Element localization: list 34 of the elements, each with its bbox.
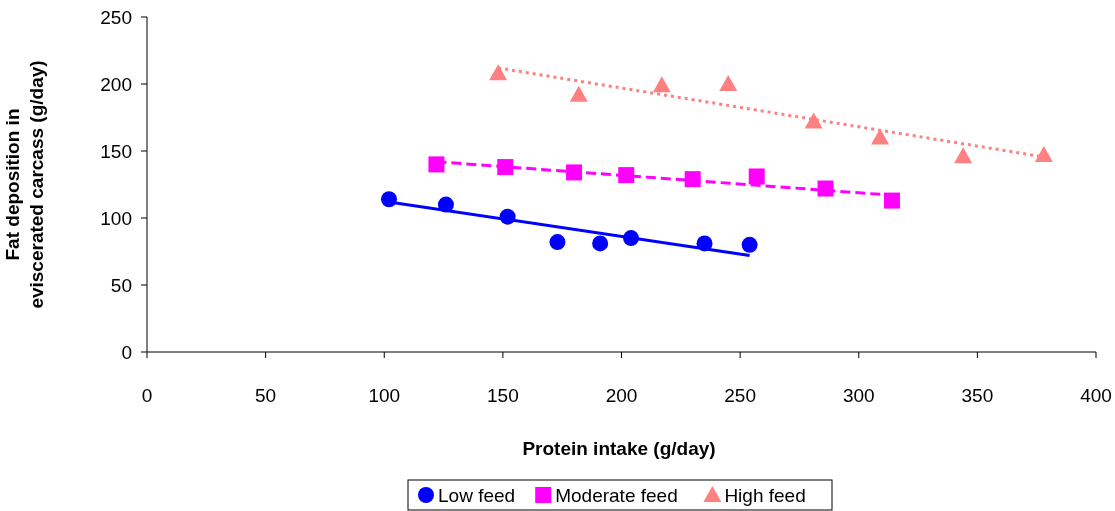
legend-label: Moderate feed [555, 485, 678, 506]
x-axis-title: Protein intake (g/day) [522, 438, 716, 459]
point [804, 112, 823, 129]
point [748, 168, 765, 185]
point [871, 128, 890, 145]
y-tick-label: 0 [121, 342, 132, 363]
x-tick-label: 150 [487, 385, 519, 406]
point [489, 64, 508, 81]
y-tick-label: 50 [110, 275, 132, 296]
point [549, 234, 566, 251]
x-tick-label: 350 [961, 385, 994, 406]
point [652, 76, 671, 93]
point [741, 236, 758, 253]
y-axis-title: Fat deposition in eviscerated carcass (g/day) [2, 60, 47, 309]
point [1034, 146, 1053, 163]
y-tick-label: 150 [100, 141, 132, 162]
y-tick-label: 100 [100, 208, 132, 229]
x-tick-label: 0 [141, 385, 153, 406]
x-tick-label: 300 [842, 385, 875, 406]
x-tick-label: 50 [255, 385, 277, 406]
legend-label: High feed [724, 485, 806, 506]
y-tick-label: 200 [100, 74, 132, 95]
point [592, 235, 609, 252]
x-tick-label: 100 [368, 385, 401, 406]
y-tick-label: 250 [100, 7, 132, 28]
point [719, 75, 738, 91]
x-tick-label: 250 [724, 385, 756, 406]
x-tick-label: 200 [605, 385, 638, 406]
point [569, 85, 588, 102]
point [883, 192, 900, 209]
point [428, 156, 445, 173]
point [954, 147, 973, 164]
legend-label: Low feed [438, 485, 516, 506]
x-tick-label: 400 [1080, 385, 1112, 406]
